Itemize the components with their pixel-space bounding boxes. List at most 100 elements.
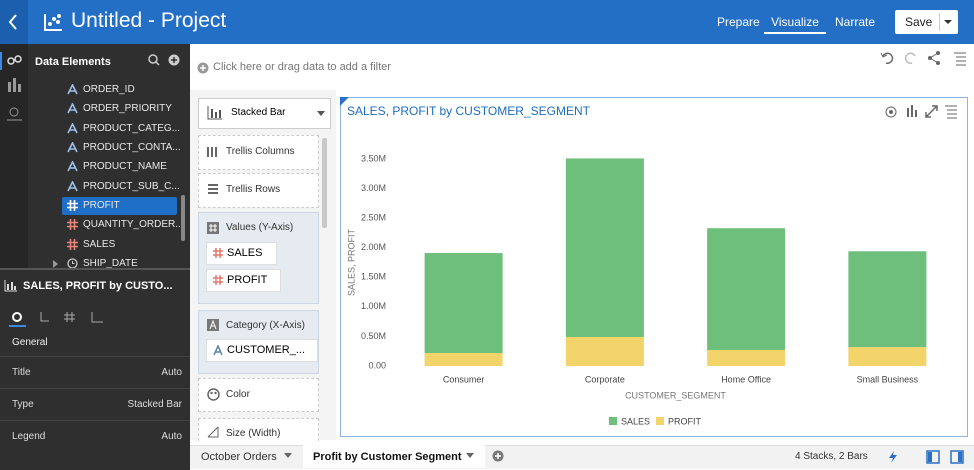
data-item[interactable]: PRODUCT_CONTA...: [83, 142, 181, 153]
zone-label: Trellis Columns: [226, 146, 295, 157]
legend-label: PROFIT: [668, 416, 702, 426]
property-value: Stacked Bar: [127, 399, 182, 410]
chart-icon: [4, 280, 17, 292]
zone-label: Size (Width): [226, 428, 281, 439]
drop-zone[interactable]: Trellis Rows: [198, 173, 319, 208]
data-item-row[interactable]: PRODUCT_SUB_C...: [62, 178, 180, 196]
drop-zone[interactable]: Size (Width): [198, 418, 319, 441]
y-tick-label: 1.00M: [361, 301, 386, 311]
add-canvas[interactable]: [492, 450, 504, 462]
value-pill[interactable]: SALES: [206, 242, 277, 265]
top-bar: [0, 0, 974, 44]
value-pill[interactable]: PROFIT: [206, 269, 281, 292]
pill-label: CUSTOMER_...: [227, 344, 306, 356]
y-tick-label: 2.50M: [361, 213, 386, 223]
status: 4 Stacks, 2 Bars: [795, 451, 868, 462]
add-filter-icon[interactable]: [197, 62, 209, 74]
property-label: Legend: [12, 431, 46, 442]
y-axis-title: SALES, PROFIT: [346, 228, 356, 296]
data-item[interactable]: QUANTITY_ORDER...: [83, 219, 184, 230]
property-value: Auto: [161, 367, 182, 378]
chart-type-select[interactable]: Stacked Bar: [198, 98, 331, 129]
scrollbar[interactable]: [181, 195, 185, 241]
data-item[interactable]: SALES: [83, 239, 116, 250]
bar-segment: [848, 251, 927, 348]
bar-segment: [707, 228, 786, 351]
save-label: Save: [905, 15, 933, 29]
bar-segment: [565, 158, 644, 338]
data-item-row[interactable]: SALES: [62, 236, 177, 254]
pill-label: SALES: [227, 247, 263, 259]
y-tick-label: 0.50M: [361, 331, 386, 341]
category-pill[interactable]: CUSTOMER_...: [206, 339, 318, 362]
data-item-row[interactable]: ORDER_ID: [62, 81, 177, 99]
data-item-row[interactable]: PRODUCT_CONTA...: [62, 139, 181, 157]
legend-swatch: [656, 417, 664, 425]
data-item[interactable]: ORDER_PRIORITY: [83, 103, 172, 114]
drop-zone[interactable]: Trellis Columns: [198, 135, 319, 170]
panel-title: Data Elements: [35, 56, 111, 68]
bar-segment: [707, 350, 786, 366]
property-tabs[interactable]: [8, 308, 108, 328]
chart-title: SALES, PROFIT by CUSTOMER_SEGMENT: [347, 104, 591, 118]
data-item[interactable]: PRODUCT_NAME: [83, 161, 167, 172]
bar-segment: [424, 352, 503, 366]
data-item-row[interactable]: ORDER_PRIORITY: [62, 100, 177, 118]
back-button[interactable]: [0, 0, 28, 44]
project-title: Untitled - Project: [71, 9, 227, 32]
filter-bar[interactable]: Click here or drag data to add a filter: [213, 61, 391, 73]
side-icons: [7, 55, 22, 121]
bar-segment: [848, 347, 927, 366]
chart-type: Stacked Bar: [231, 107, 286, 118]
data-item[interactable]: PRODUCT_CATEG...: [83, 123, 181, 134]
nav-tab[interactable]: Prepare: [717, 15, 760, 29]
legend-swatch: [609, 417, 617, 425]
section-label: General: [12, 337, 48, 348]
properties-title: SALES, PROFIT by CUSTO...: [23, 280, 173, 292]
panel-actions[interactable]: [147, 53, 183, 67]
canvas-tab-active[interactable]: Profit by Customer Segment: [313, 451, 462, 463]
data-item-row[interactable]: PROFIT: [62, 197, 177, 215]
data-item[interactable]: PROFIT: [83, 200, 120, 211]
property-row[interactable]: Title Auto: [0, 356, 190, 389]
footer-icons[interactable]: [886, 449, 968, 465]
property-label: Type: [12, 399, 34, 410]
property-row[interactable]: Type Stacked Bar: [0, 388, 190, 421]
pill-label: PROFIT: [227, 274, 268, 286]
nav-tab[interactable]: Narrate: [835, 15, 876, 29]
bar-segment: [565, 337, 644, 366]
zone-label: Trellis Rows: [226, 184, 281, 195]
scrollbar[interactable]: [322, 138, 327, 228]
toolbar-icons[interactable]: [880, 50, 968, 66]
y-tick-label: 3.00M: [361, 183, 386, 193]
x-axis-title: CUSTOMER_SEGMENT: [625, 390, 726, 400]
zone-label: Category (X-Axis): [226, 320, 305, 331]
data-item-row[interactable]: PRODUCT_NAME: [62, 158, 177, 176]
drop-zone[interactable]: Color: [198, 378, 319, 412]
x-tick-label: Consumer: [443, 374, 485, 384]
data-item-row[interactable]: PRODUCT_CATEG...: [62, 120, 181, 138]
data-item[interactable]: PRODUCT_SUB_C...: [83, 181, 180, 192]
legend-label: SALES: [621, 416, 650, 426]
canvas-tab-active-bg: [303, 445, 485, 468]
save-button[interactable]: Save: [895, 10, 958, 34]
property-label: Title: [12, 367, 31, 378]
bar-segment: [424, 253, 503, 353]
y-tick-label: 1.50M: [361, 272, 386, 282]
x-tick-label: Home Office: [721, 374, 771, 384]
property-value: Auto: [161, 431, 182, 442]
canvas-tab[interactable]: October Orders: [201, 451, 277, 463]
data-item[interactable]: SHIP_DATE: [83, 258, 138, 269]
chart-toolbar[interactable]: [885, 105, 957, 119]
zone-label: Color: [226, 389, 250, 400]
x-tick-label: Small Business: [857, 374, 919, 384]
chart: SALES, PROFIT by CUSTOMER_SEGMENT 0.00 0.…: [340, 97, 968, 437]
property-row[interactable]: Legend Auto: [0, 420, 190, 453]
project-icon: [44, 14, 62, 31]
data-item-row[interactable]: QUANTITY_ORDER...: [62, 216, 184, 234]
nav-tab-active[interactable]: Visualize: [764, 15, 826, 34]
y-tick-label: 3.50M: [361, 153, 386, 163]
x-tick-label: Corporate: [585, 374, 625, 384]
data-item[interactable]: ORDER_ID: [83, 84, 135, 95]
